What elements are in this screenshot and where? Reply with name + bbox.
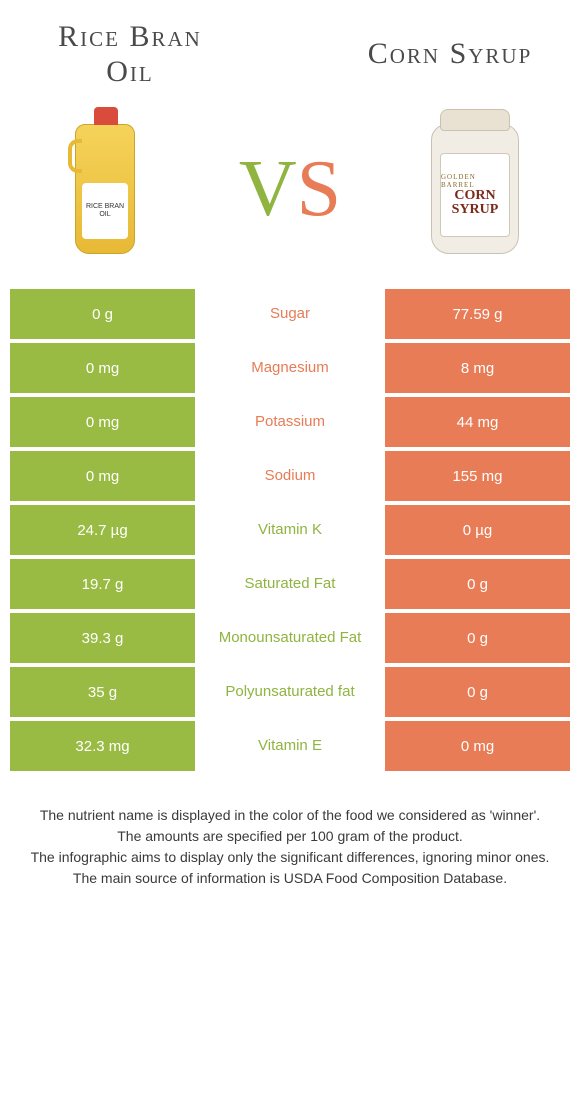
vs-label: VS (239, 144, 341, 235)
syrup-name-2: SYRUP (452, 203, 499, 217)
cell-nutrient-name: Vitamin E (195, 721, 385, 771)
table-row: 24.7 µgVitamin K0 µg (10, 505, 570, 555)
cell-nutrient-name: Potassium (195, 397, 385, 447)
cell-left-value: 35 g (10, 667, 195, 717)
cell-left-value: 32.3 mg (10, 721, 195, 771)
cell-right-value: 0 g (385, 667, 570, 717)
cell-right-value: 155 mg (385, 451, 570, 501)
cell-nutrient-name: Sodium (195, 451, 385, 501)
title-right: Corn Syrup (350, 37, 550, 72)
cell-left-value: 0 mg (10, 397, 195, 447)
cell-left-value: 0 g (10, 289, 195, 339)
syrup-brand: GOLDEN BARREL (441, 173, 509, 189)
product-left-image: RICE BRAN OIL (40, 109, 170, 269)
footer-notes: The nutrient name is displayed in the co… (0, 775, 580, 909)
syrup-name-1: CORN (454, 189, 495, 203)
cell-left-value: 19.7 g (10, 559, 195, 609)
cell-right-value: 77.59 g (385, 289, 570, 339)
footer-line-1: The nutrient name is displayed in the co… (20, 805, 560, 826)
footer-line-2: The amounts are specified per 100 gram o… (20, 826, 560, 847)
table-row: 0 mgMagnesium8 mg (10, 343, 570, 393)
cell-left-value: 0 mg (10, 451, 195, 501)
cell-right-value: 0 g (385, 559, 570, 609)
footer-line-4: The main source of information is USDA F… (20, 868, 560, 889)
oil-bottle-icon: RICE BRAN OIL (75, 124, 135, 254)
footer-line-3: The infographic aims to display only the… (20, 847, 560, 868)
syrup-jar-icon: GOLDEN BARREL CORN SYRUP (431, 124, 519, 254)
cell-left-value: 0 mg (10, 343, 195, 393)
header: Rice BranOil Corn Syrup (0, 0, 580, 99)
cell-nutrient-name: Polyunsaturated fat (195, 667, 385, 717)
cell-nutrient-name: Sugar (195, 289, 385, 339)
cell-nutrient-name: Monounsaturated Fat (195, 613, 385, 663)
cell-nutrient-name: Magnesium (195, 343, 385, 393)
products-row: RICE BRAN OIL VS GOLDEN BARREL CORN SYRU… (0, 99, 580, 289)
cell-right-value: 8 mg (385, 343, 570, 393)
title-left: Rice BranOil (30, 20, 230, 89)
table-row: 19.7 gSaturated Fat0 g (10, 559, 570, 609)
cell-right-value: 0 µg (385, 505, 570, 555)
product-right-image: GOLDEN BARREL CORN SYRUP (410, 109, 540, 269)
table-row: 0 mgPotassium44 mg (10, 397, 570, 447)
cell-right-value: 44 mg (385, 397, 570, 447)
cell-left-value: 39.3 g (10, 613, 195, 663)
vs-v: V (239, 144, 297, 235)
vs-s: S (297, 144, 342, 235)
table-row: 32.3 mgVitamin E0 mg (10, 721, 570, 771)
cell-right-value: 0 g (385, 613, 570, 663)
cell-nutrient-name: Vitamin K (195, 505, 385, 555)
table-row: 39.3 gMonounsaturated Fat0 g (10, 613, 570, 663)
table-row: 35 gPolyunsaturated fat0 g (10, 667, 570, 717)
comparison-table: 0 gSugar77.59 g0 mgMagnesium8 mg0 mgPota… (0, 289, 580, 775)
cell-nutrient-name: Saturated Fat (195, 559, 385, 609)
cell-right-value: 0 mg (385, 721, 570, 771)
table-row: 0 mgSodium155 mg (10, 451, 570, 501)
oil-bottle-label: RICE BRAN OIL (82, 183, 128, 239)
cell-left-value: 24.7 µg (10, 505, 195, 555)
table-row: 0 gSugar77.59 g (10, 289, 570, 339)
